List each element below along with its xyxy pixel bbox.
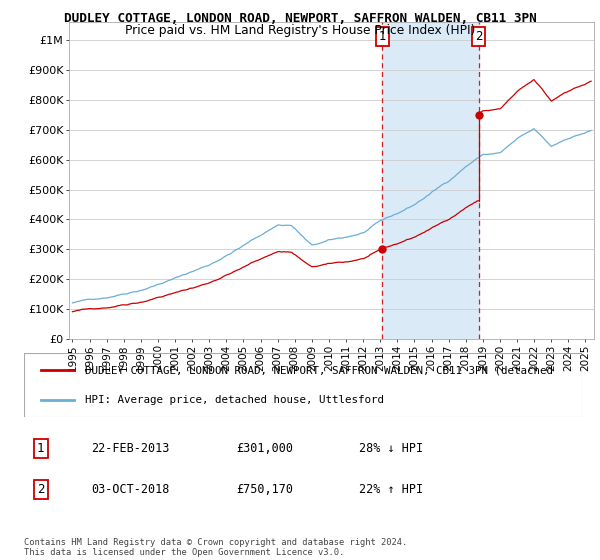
Text: HPI: Average price, detached house, Uttlesford: HPI: Average price, detached house, Uttl… [85, 395, 385, 405]
Text: 1: 1 [379, 30, 386, 43]
Text: 2: 2 [475, 30, 482, 43]
Text: Price paid vs. HM Land Registry's House Price Index (HPI): Price paid vs. HM Land Registry's House … [125, 24, 475, 36]
Text: 22-FEB-2013: 22-FEB-2013 [91, 442, 169, 455]
Text: 03-OCT-2018: 03-OCT-2018 [91, 483, 169, 496]
Text: DUDLEY COTTAGE, LONDON ROAD, NEWPORT, SAFFRON WALDEN, CB11 3PN (detached: DUDLEY COTTAGE, LONDON ROAD, NEWPORT, SA… [85, 365, 553, 375]
Text: Contains HM Land Registry data © Crown copyright and database right 2024.
This d: Contains HM Land Registry data © Crown c… [24, 538, 407, 557]
Text: 2: 2 [37, 483, 44, 496]
Text: 1: 1 [37, 442, 44, 455]
Text: 28% ↓ HPI: 28% ↓ HPI [359, 442, 423, 455]
Text: £750,170: £750,170 [236, 483, 293, 496]
Bar [382, 22, 479, 339]
Text: DUDLEY COTTAGE, LONDON ROAD, NEWPORT, SAFFRON WALDEN, CB11 3PN: DUDLEY COTTAGE, LONDON ROAD, NEWPORT, SA… [64, 12, 536, 25]
Text: 22% ↑ HPI: 22% ↑ HPI [359, 483, 423, 496]
Text: £301,000: £301,000 [236, 442, 293, 455]
